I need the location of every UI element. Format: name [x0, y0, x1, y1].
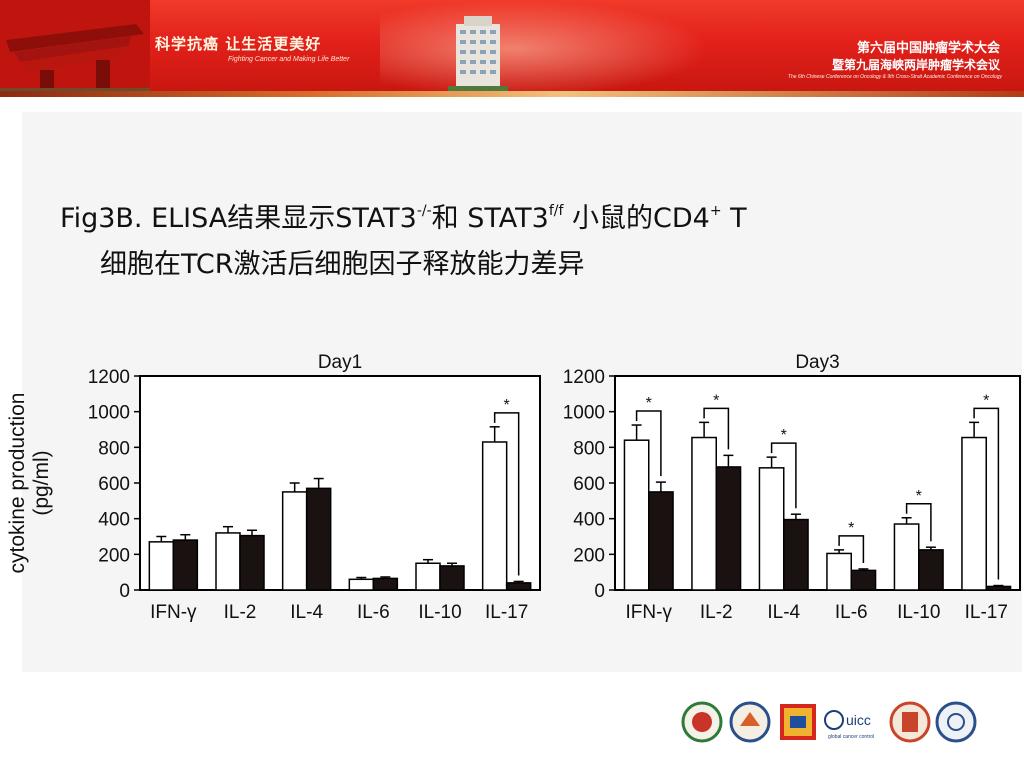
conference-title-english: The 6th Chinese Conference on Oncology &… [787, 74, 1002, 80]
y-tick-label: 1200 [88, 367, 130, 388]
title-mid2: 小鼠的CD4 [563, 203, 710, 234]
institute-logo-icon [935, 701, 977, 743]
significance-label: * [848, 520, 854, 537]
sponsor-logos: uicc global cancer control [681, 701, 977, 743]
y-tick-label: 0 [119, 581, 130, 602]
title-mid: 和 STAT3 [431, 203, 549, 234]
y-tick-label: 600 [573, 474, 605, 495]
x-tick-label: IL-2 [224, 602, 257, 623]
x-tick-label: IL-10 [418, 602, 461, 623]
bar-IL-6-series1 [372, 577, 399, 591]
title-line2: 细胞在TCR激活后细胞因子释放能力差异 [100, 249, 585, 280]
university-logo-icon [889, 701, 931, 743]
bar-IL-17-series0 [961, 436, 988, 591]
slide-title: Fig3B. ELISA结果显示STAT3-/-和 STAT3f/f 小鼠的CD… [60, 188, 960, 288]
title-prefix: Fig3B. ELISA结果显示STAT3 [60, 203, 417, 234]
significance-label: * [713, 392, 719, 409]
y-tick-label: 600 [98, 474, 130, 495]
banner-glow [380, 0, 710, 97]
bar-IFN-γ-series0 [148, 541, 175, 591]
cae-logo-icon [780, 704, 816, 740]
bar-IFN-γ-series1 [648, 491, 674, 591]
significance-bracket [703, 407, 730, 450]
significance-label: * [916, 488, 922, 505]
chart-title-1: Day3 [795, 352, 839, 373]
bar-IL-2-series1 [715, 466, 742, 591]
society-logo-icon [729, 701, 771, 743]
bar-IL-17-series1 [505, 582, 532, 591]
bar-IL-10-series1 [439, 565, 465, 591]
bar-IL-17-series1 [985, 585, 1012, 591]
title-superscript-cd4: + [709, 203, 722, 219]
significance-label: * [646, 395, 652, 412]
x-tick-label: IL-17 [965, 602, 1008, 623]
x-tick-label: IL-6 [835, 602, 868, 623]
x-tick-label: IFN-γ [626, 602, 673, 623]
significance-bracket [770, 442, 797, 509]
y-axis-label: cytokine production(pg/ml) [6, 393, 53, 574]
significance-bracket [838, 535, 865, 563]
svg-text:global cancer control: global cancer control [828, 734, 874, 740]
bar-IFN-γ-series0 [623, 439, 650, 591]
x-tick-label: IL-4 [767, 602, 800, 623]
bar-IL-10-series1 [918, 549, 944, 591]
header-banner: 科学抗癌 让生活更美好 Fighting Cancer and Making L… [0, 0, 1024, 97]
significance-bracket [635, 410, 662, 477]
bar-IL-4-series1 [783, 518, 809, 591]
cacа-logo-icon [681, 701, 723, 743]
y-tick-label: 1000 [563, 403, 605, 424]
plot-frame-0 [139, 375, 541, 591]
bar-IL-4-series1 [305, 487, 332, 591]
bar-IL-17-series0 [481, 441, 508, 591]
china-pavilion-icon [0, 0, 150, 97]
significance-label: * [504, 397, 510, 414]
bar-IL-2-series0 [691, 436, 718, 591]
y-tick-label: 400 [573, 510, 605, 531]
bar-IL-6-series0 [826, 552, 853, 591]
bar-IL-10-series0 [415, 562, 441, 591]
slogan-chinese: 科学抗癌 让生活更美好 [155, 35, 322, 53]
bar-IFN-γ-series1 [172, 539, 199, 591]
x-tick-label: IL-2 [700, 602, 733, 623]
y-tick-label: 400 [98, 510, 130, 531]
y-tick-label: 200 [98, 545, 130, 566]
y-tick-label: 200 [573, 545, 605, 566]
slogan-english: Fighting Cancer and Making Life Better [228, 56, 350, 63]
significance-label: * [781, 427, 787, 444]
uicc-logo-icon: uicc global cancer control [824, 710, 874, 740]
bar-IL-4-series0 [281, 491, 308, 591]
y-tick-label: 1000 [88, 403, 130, 424]
title-superscript-knockout: -/- [416, 203, 432, 219]
x-tick-label: IL-6 [357, 602, 390, 623]
conference-title-line1: 第六届中国肿瘤学术大会 [856, 41, 1000, 56]
significance-bracket [973, 407, 1000, 580]
y-tick-label: 800 [573, 438, 605, 459]
svg-text:uicc: uicc [846, 712, 871, 728]
bar-IL-4-series0 [758, 467, 785, 591]
banner-bottom-strip [0, 91, 1024, 97]
significance-bracket [493, 412, 520, 576]
significance-label: * [983, 392, 989, 409]
bar-IL-2-series1 [239, 534, 265, 591]
bar-IL-2-series0 [215, 532, 241, 591]
hospital-building-icon [448, 16, 508, 94]
cytokine-charts: Day1 0 200 400 600 800 1000 1200 cytokine produc… [6, 352, 1021, 623]
plot-frame-1 [614, 375, 1021, 591]
x-tick-label: IL-4 [290, 602, 323, 623]
bar-IL-6-series0 [348, 578, 375, 591]
title-superscript-floxed: f/f [548, 203, 564, 219]
significance-bracket [905, 503, 932, 542]
bar-IL-6-series1 [850, 569, 877, 591]
chart-title-0: Day1 [318, 352, 362, 373]
title-end: T [721, 203, 747, 234]
conference-title-line2: 暨第九届海峡两岸肿瘤学术会议 [831, 58, 1000, 72]
y-tick-label: 1200 [563, 367, 605, 388]
x-tick-label: IL-10 [897, 602, 940, 623]
x-tick-label: IL-17 [485, 602, 528, 623]
x-tick-label: IFN-γ [150, 602, 197, 623]
y-tick-label: 800 [98, 438, 130, 459]
bar-IL-10-series0 [893, 523, 920, 591]
y-tick-label: 0 [594, 581, 605, 602]
